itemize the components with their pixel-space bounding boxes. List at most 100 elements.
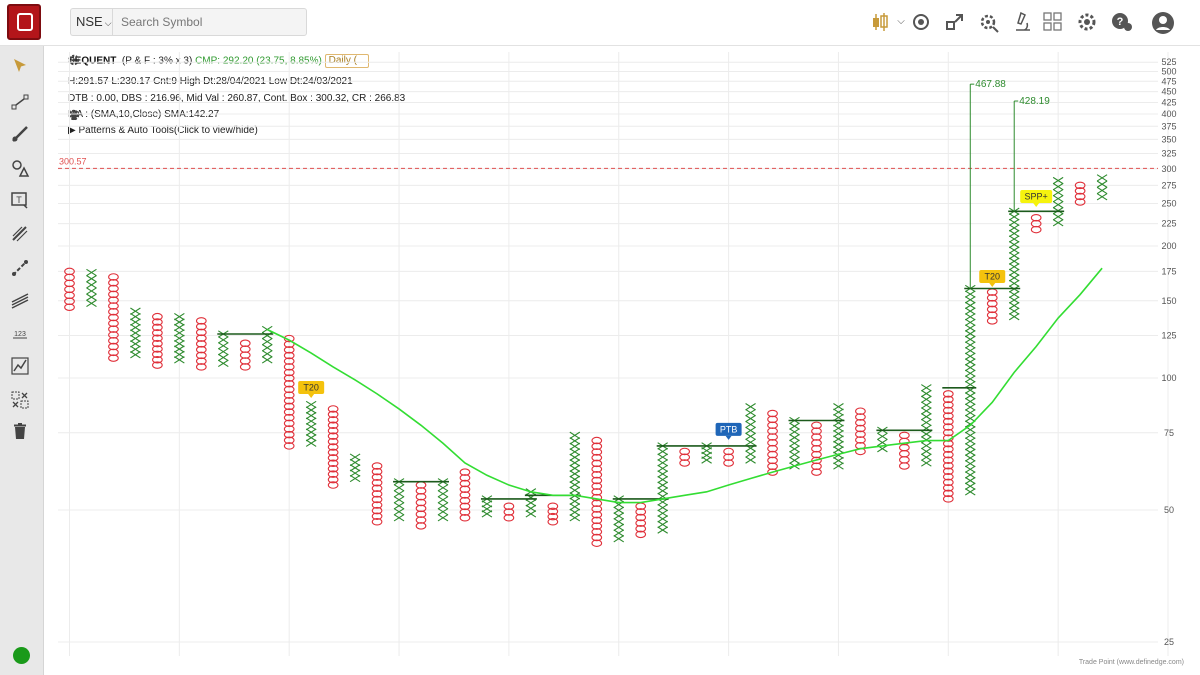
y-tick-label: 350: [1161, 134, 1176, 144]
x-box: [569, 514, 581, 522]
timeframe-select[interactable]: Daily (: [324, 54, 369, 68]
layout-grid-icon[interactable]: [1042, 10, 1064, 34]
x-box: [393, 514, 405, 522]
expand-icon[interactable]: [944, 10, 966, 34]
search-input[interactable]: [112, 8, 307, 36]
o-column: [1074, 181, 1086, 206]
x-box: [525, 504, 537, 513]
candlestick-icon[interactable]: [870, 10, 892, 34]
user-avatar-icon[interactable]: [1150, 10, 1176, 34]
o-box: [327, 437, 339, 446]
o-box: [591, 476, 603, 485]
o-box: [942, 461, 954, 470]
pattern-icon[interactable]: [10, 356, 34, 380]
exchange-select[interactable]: NSE ⌵: [70, 8, 112, 36]
x-box: [745, 420, 756, 429]
x-box: [964, 301, 976, 310]
target-lines: 467.88 428.19: [969, 79, 1050, 289]
trend-line-icon[interactable]: [10, 124, 34, 148]
o-box: [591, 442, 603, 451]
trash-icon[interactable]: [10, 421, 34, 445]
x-box: [1052, 182, 1064, 191]
text-tool-icon[interactable]: T: [10, 190, 34, 214]
remove-drawings-icon[interactable]: [10, 390, 34, 414]
x-box: [964, 454, 976, 462]
app-logo[interactable]: [7, 4, 41, 40]
x-box: [349, 453, 361, 461]
x-box: [964, 335, 976, 343]
line-tool-icon[interactable]: [10, 92, 34, 116]
o-box: [108, 319, 119, 328]
help-chat-icon[interactable]: ?: [1110, 10, 1132, 34]
o-column: [108, 273, 119, 362]
x-box: [569, 464, 581, 472]
x-box: [657, 515, 668, 523]
x-column: [393, 478, 405, 522]
o-box: [942, 467, 954, 476]
o-box: [195, 328, 207, 337]
o-box: [327, 426, 339, 435]
footer-credit: Trade Point (www.definedge.com): [1078, 659, 1184, 666]
o-box: [415, 522, 427, 530]
ma-delete-trash-icon[interactable]: [68, 109, 80, 121]
gear-icon[interactable]: [1076, 10, 1098, 34]
o-box: [108, 313, 119, 322]
pointer-icon[interactable]: [10, 56, 34, 80]
x-box: [349, 474, 361, 483]
x-box: [1052, 194, 1064, 203]
x-box: [1096, 174, 1108, 182]
y-tick-label: 275: [1161, 180, 1176, 190]
parallel-lines-icon[interactable]: [10, 291, 34, 315]
x-box: [657, 470, 668, 478]
o-box: [591, 505, 603, 513]
o-box: [195, 334, 207, 342]
o-box: [152, 323, 163, 332]
patterns-toggle[interactable]: ▶ Patterns & Auto Tools(Click to view/hi…: [68, 125, 258, 136]
microscope-icon[interactable]: [1012, 10, 1034, 34]
x-box: [569, 437, 581, 445]
o-box: [415, 504, 427, 513]
o-box: [371, 512, 383, 520]
shapes-icon[interactable]: [10, 158, 34, 182]
x-box: [1052, 219, 1064, 227]
measure-icon[interactable]: 123: [10, 324, 34, 348]
x-box: [1008, 274, 1020, 282]
o-column: [547, 502, 559, 526]
x-box: [833, 408, 844, 416]
o-box: [327, 470, 339, 478]
o-box: [415, 516, 427, 524]
drawing-toolbar: T 123: [0, 46, 44, 675]
o-box: [108, 284, 119, 293]
o-box: [195, 363, 207, 371]
x-box: [921, 389, 932, 398]
o-box: [108, 278, 119, 287]
chart-settings-gear-icon[interactable]: [68, 54, 80, 66]
settings-search-icon[interactable]: [978, 10, 1000, 34]
x-box: [789, 422, 800, 430]
channel-icon[interactable]: [10, 258, 34, 282]
x-box: [657, 520, 668, 529]
x-box: [833, 424, 844, 432]
x-column: [86, 268, 97, 308]
x-box: [1008, 290, 1020, 299]
x-box: [305, 411, 317, 420]
o-box: [459, 474, 471, 482]
x-box: [964, 363, 976, 372]
fibonacci-icon[interactable]: [10, 224, 34, 248]
target-icon[interactable]: [910, 10, 932, 34]
x-box: [569, 503, 581, 511]
o-column: [635, 502, 647, 539]
o-box: [591, 436, 603, 445]
x-box: [261, 356, 273, 364]
timeframe-label: Daily (: [328, 55, 357, 66]
x-box: [1008, 307, 1020, 315]
o-box: [855, 436, 866, 444]
y-tick-label: 450: [1161, 87, 1176, 97]
o-box: [152, 312, 163, 321]
y-tick-label: 225: [1161, 219, 1176, 229]
chevron-down-icon[interactable]: ⌵: [897, 16, 905, 27]
o-box: [547, 502, 559, 510]
o-column: [942, 390, 954, 503]
o-box: [942, 456, 954, 464]
